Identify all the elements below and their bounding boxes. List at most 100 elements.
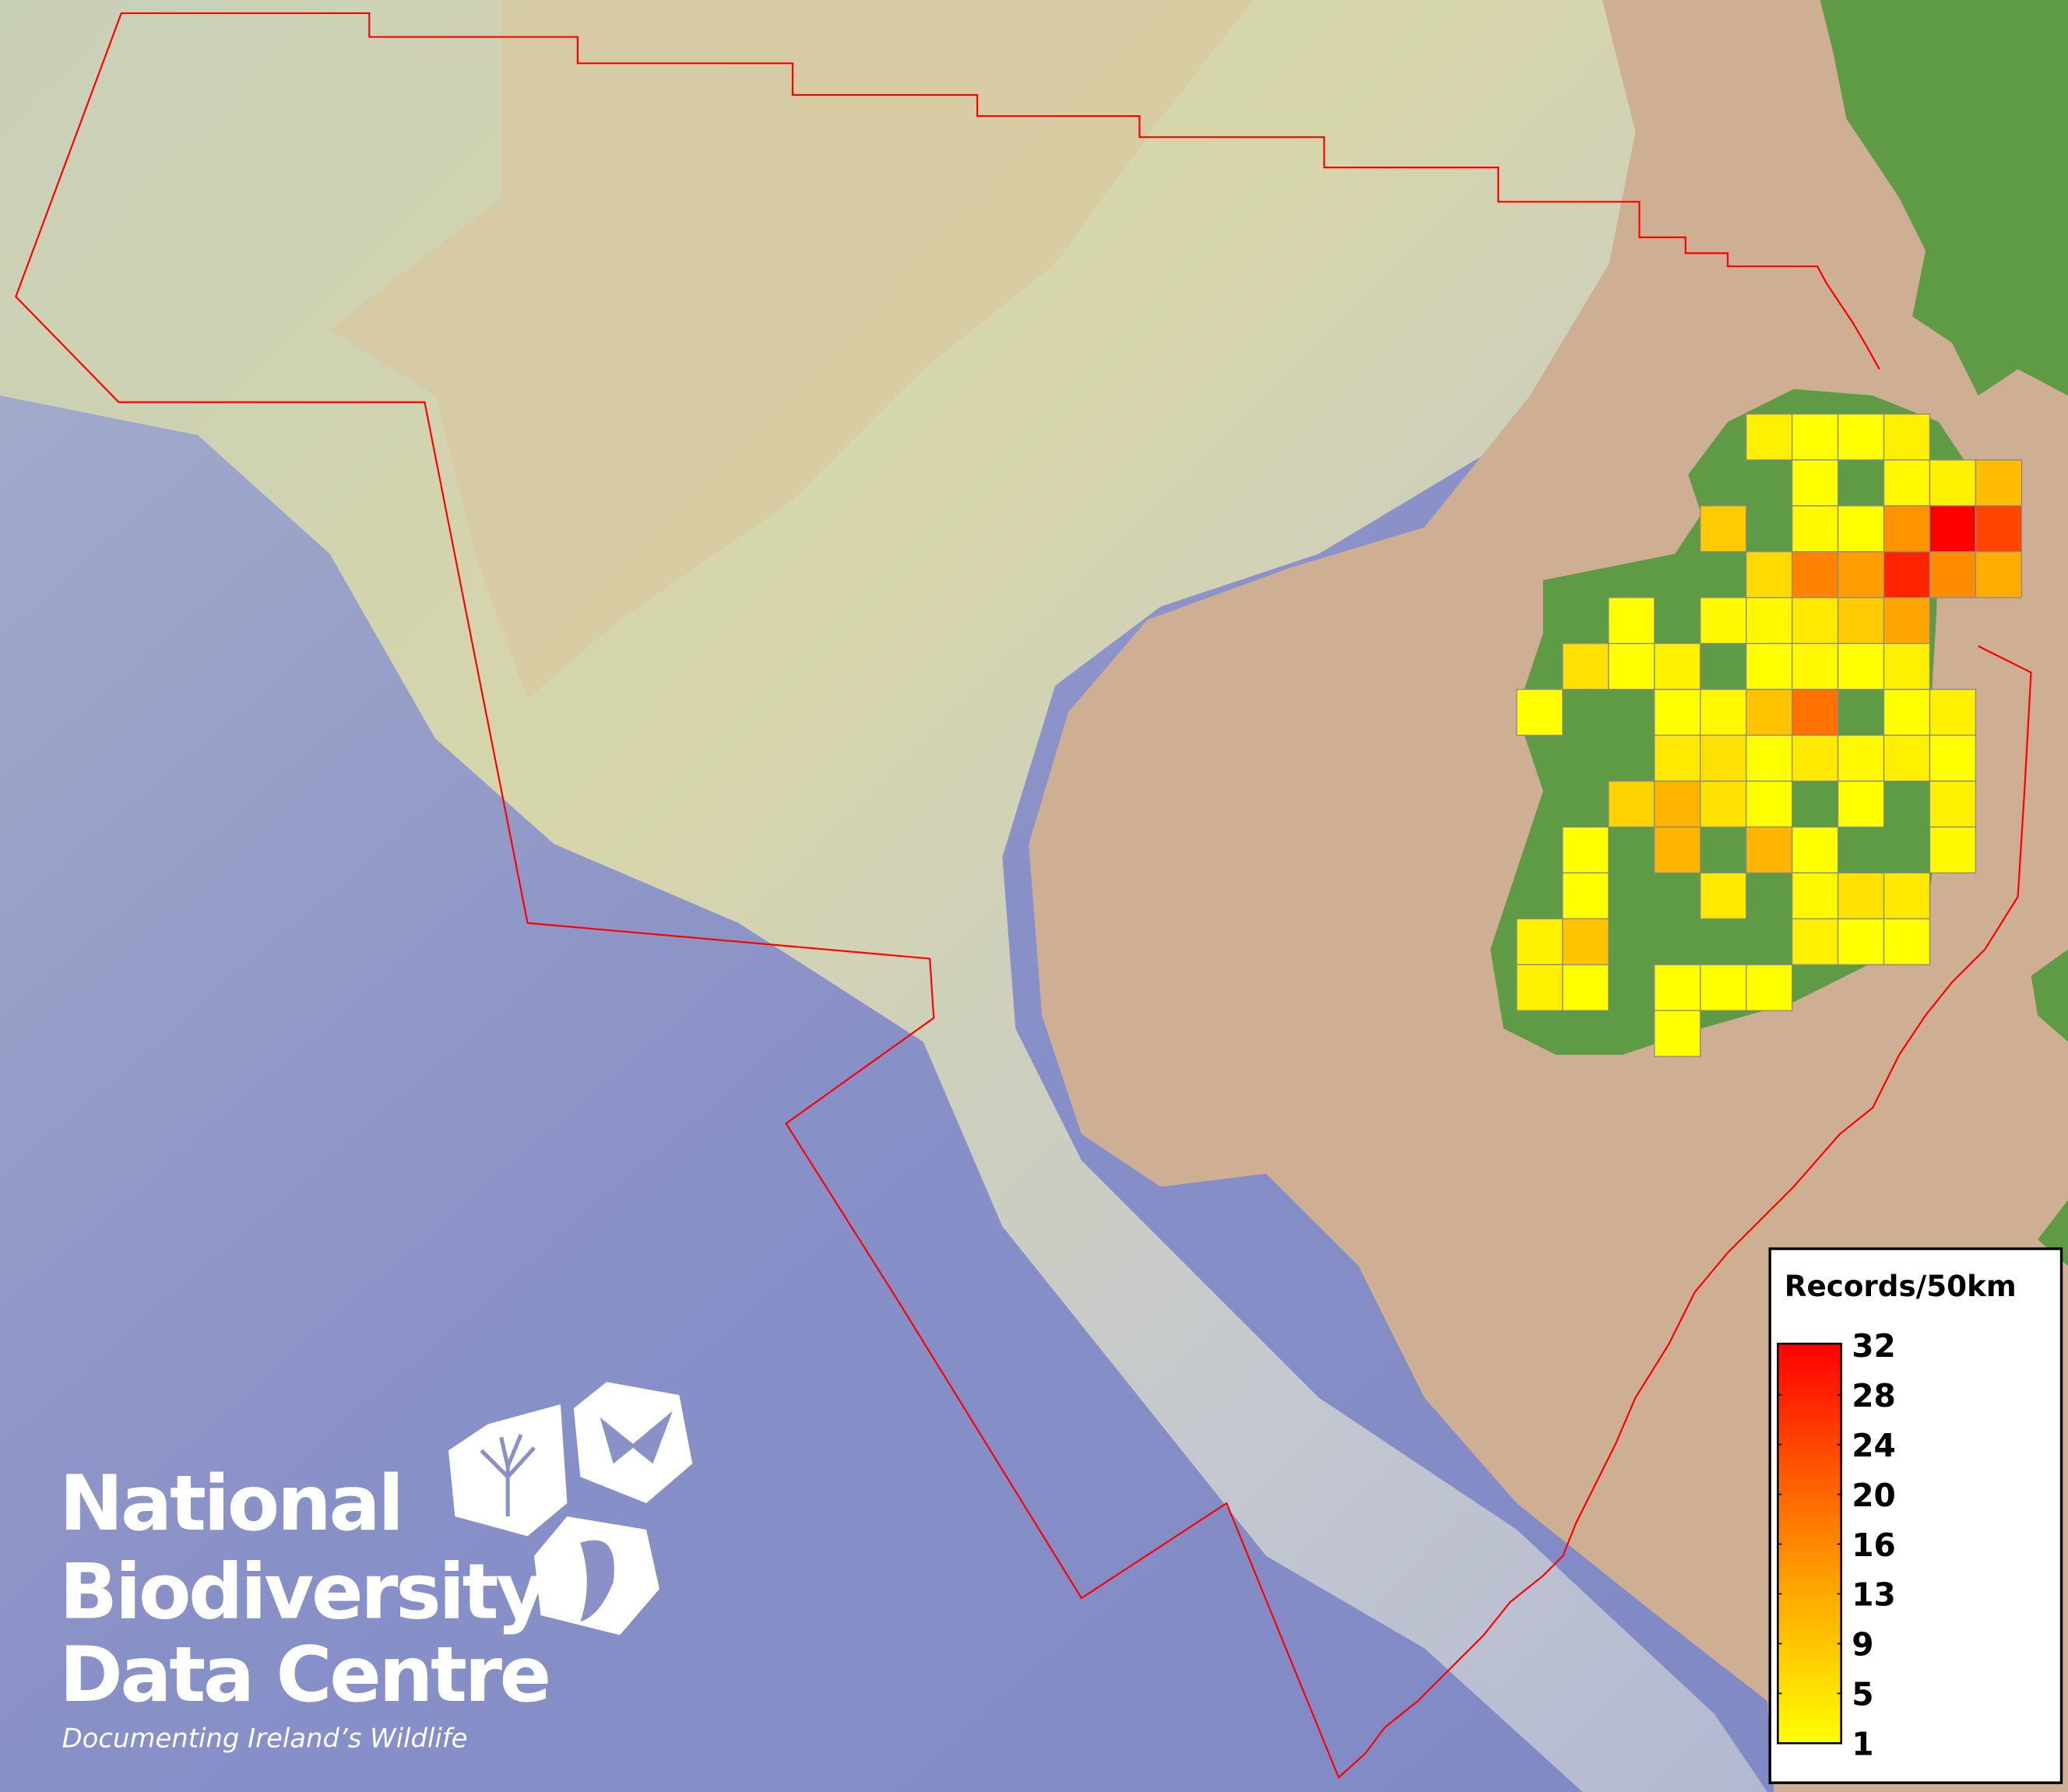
legend-tick-label: 24: [1852, 1427, 1896, 1464]
grid-cell: [1883, 413, 1931, 461]
grid-cell: [1837, 872, 1885, 919]
grid-cell: [1837, 734, 1885, 782]
grid-cell: [1562, 964, 1609, 1011]
grid-cell: [1929, 505, 1977, 553]
legend-tick-label: 5: [1852, 1676, 1873, 1713]
grid-cell: [1562, 918, 1609, 965]
grid-cell: [1700, 596, 1747, 645]
grid-cell: [1700, 964, 1747, 1011]
logo-line-3: Data Centre: [59, 1631, 549, 1720]
grid-cell: [1883, 734, 1931, 782]
legend-tick-label: 32: [1852, 1327, 1896, 1365]
grid-cell: [1654, 780, 1701, 828]
logo-tagline: Documenting Ireland’s Wildlife: [62, 1723, 468, 1753]
grid-cell: [1654, 688, 1701, 736]
grid-cell: [1791, 734, 1839, 782]
upper-slope: [329, 0, 1254, 699]
grid-cell: [1791, 688, 1839, 736]
grid-cell: [1883, 505, 1931, 553]
grid-cell: [1883, 688, 1931, 736]
grid-cell: [1608, 596, 1655, 645]
grid-cell: [1654, 826, 1701, 874]
logo-line-1: National: [59, 1460, 401, 1548]
grid-cell: [1746, 964, 1793, 1011]
legend-colorbar: [1777, 1342, 1842, 1745]
grid-cell: [1883, 459, 1931, 507]
grid-cell: [1929, 551, 1977, 599]
grid-cell: [1837, 918, 1885, 965]
nbdc-logo: National Biodiversity Data Centre Docume…: [59, 1382, 693, 1753]
grid-cell: [1975, 459, 2023, 507]
grid-cell: [1746, 688, 1793, 736]
grid-cell: [1929, 734, 1977, 782]
legend-tick-label: 16: [1852, 1527, 1896, 1564]
boundary-line: [15, 12, 2032, 1780]
legend-tick-label: 9: [1852, 1626, 1873, 1664]
grid-cell: [1746, 413, 1793, 461]
grid-cell: [1883, 872, 1931, 919]
legend-tick-label: 1: [1852, 1726, 1873, 1763]
legend-title: Records/50km: [1785, 1269, 2017, 1303]
grid-cell: [1746, 551, 1793, 599]
hexagon-seahorse-icon: [534, 1516, 659, 1636]
grid-cell: [1654, 642, 1701, 690]
grid-cell: [1654, 734, 1701, 782]
legend-tick-label: 13: [1852, 1576, 1896, 1614]
grid-cell: [1791, 872, 1839, 919]
grid-cell: [1883, 642, 1931, 690]
grid-cell: [1883, 918, 1931, 965]
grid-cell: [1837, 780, 1885, 828]
records-grid: [1516, 413, 2023, 1057]
grid-cell: [1562, 826, 1609, 874]
grid-cell: [1929, 826, 1977, 874]
grid-cell: [1883, 596, 1931, 645]
continental-shelf: [0, 0, 1767, 1792]
grid-cell: [1975, 505, 2023, 553]
grid-cell: [1791, 918, 1839, 965]
grid-cell: [1791, 413, 1839, 461]
grid-cell: [1562, 872, 1609, 919]
grid-cell: [1516, 688, 1563, 736]
grid-cell: [1516, 964, 1563, 1011]
grid-cell: [1791, 551, 1839, 599]
grid-cell: [1700, 734, 1747, 782]
grid-cell: [1746, 826, 1793, 874]
grid-cell: [1608, 642, 1655, 690]
grid-cell: [1700, 505, 1747, 553]
hexagon-butterfly-icon: [573, 1382, 693, 1504]
grid-cell: [1791, 596, 1839, 645]
grid-cell: [1700, 688, 1747, 736]
grid-cell: [1562, 642, 1609, 690]
grid-cell: [1975, 551, 2023, 599]
grid-cell: [1837, 642, 1885, 690]
grid-cell: [1791, 642, 1839, 690]
grid-cell: [1929, 780, 1977, 828]
hexagon-plant-icon: [448, 1404, 568, 1537]
legend-tick-label: 28: [1852, 1377, 1896, 1414]
grid-cell: [1791, 459, 1839, 507]
grid-cell: [1837, 596, 1885, 645]
grid-cell: [1608, 780, 1655, 828]
grid-cell: [1929, 459, 1977, 507]
grid-cell: [1929, 688, 1977, 736]
grid-cell: [1837, 413, 1885, 461]
grid-cell: [1700, 872, 1747, 919]
grid-cell: [1654, 1010, 1701, 1057]
grid-cell: [1837, 505, 1885, 553]
grid-cell: [1746, 642, 1793, 690]
grid-cell: [1746, 596, 1793, 645]
grid-cell: [1883, 551, 1931, 599]
logo-line-2: Biodiversity: [59, 1548, 545, 1636]
grid-cell: [1837, 551, 1885, 599]
grid-cell: [1700, 780, 1747, 828]
grid-cell: [1516, 918, 1563, 965]
legend-tick-label: 20: [1852, 1477, 1896, 1514]
legend: Records/50km 32 28 24 20 16 13 9 5 1: [1768, 1247, 2063, 1784]
grid-cell: [1654, 964, 1701, 1011]
grid-cell: [1746, 780, 1793, 828]
britain-landmass: [1820, 0, 2068, 396]
grid-cell: [1791, 505, 1839, 553]
britain-landmass-south: [2031, 949, 2068, 1267]
